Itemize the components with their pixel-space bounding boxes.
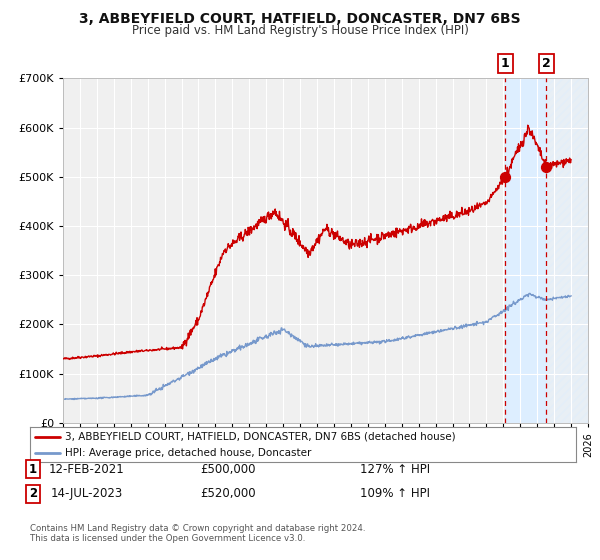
Text: £500,000: £500,000 <box>200 463 256 476</box>
Text: Price paid vs. HM Land Registry's House Price Index (HPI): Price paid vs. HM Land Registry's House … <box>131 24 469 36</box>
Point <box>542 162 551 171</box>
Text: 1: 1 <box>501 57 510 70</box>
Point <box>500 172 510 181</box>
Text: 109% ↑ HPI: 109% ↑ HPI <box>360 487 430 501</box>
Text: 2: 2 <box>29 487 37 501</box>
Text: 12-FEB-2021: 12-FEB-2021 <box>49 463 125 476</box>
Bar <box>505 78 547 423</box>
Text: 14-JUL-2023: 14-JUL-2023 <box>51 487 123 501</box>
Text: Contains HM Land Registry data © Crown copyright and database right 2024.: Contains HM Land Registry data © Crown c… <box>30 524 365 533</box>
Text: £520,000: £520,000 <box>200 487 256 501</box>
Bar <box>547 78 588 423</box>
Text: 1: 1 <box>29 463 37 476</box>
Text: 2: 2 <box>542 57 551 70</box>
Text: 127% ↑ HPI: 127% ↑ HPI <box>360 463 430 476</box>
Text: 3, ABBEYFIELD COURT, HATFIELD, DONCASTER, DN7 6BS: 3, ABBEYFIELD COURT, HATFIELD, DONCASTER… <box>79 12 521 26</box>
Text: 3, ABBEYFIELD COURT, HATFIELD, DONCASTER, DN7 6BS (detached house): 3, ABBEYFIELD COURT, HATFIELD, DONCASTER… <box>65 432 456 442</box>
Text: HPI: Average price, detached house, Doncaster: HPI: Average price, detached house, Donc… <box>65 447 312 458</box>
Text: This data is licensed under the Open Government Licence v3.0.: This data is licensed under the Open Gov… <box>30 534 305 543</box>
